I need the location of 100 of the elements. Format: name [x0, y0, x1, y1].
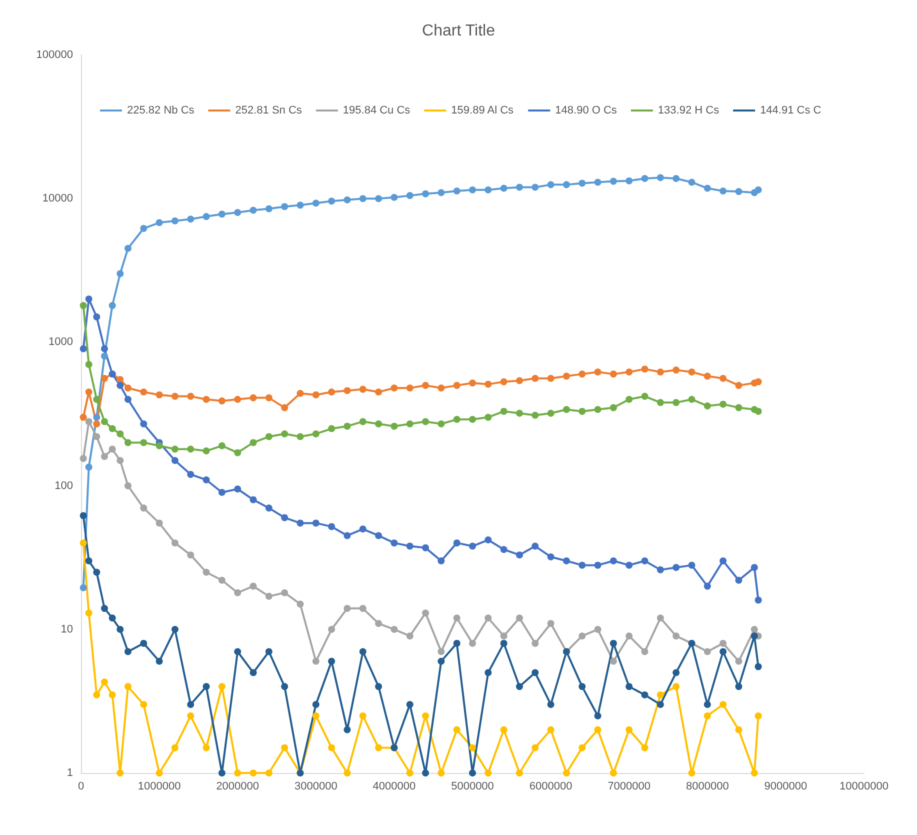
point — [547, 181, 554, 188]
x-tick-label: 4000000 — [372, 780, 416, 792]
point — [453, 640, 460, 647]
point — [156, 658, 163, 665]
point — [672, 669, 680, 676]
point — [516, 410, 523, 417]
point — [594, 178, 602, 186]
point — [406, 192, 414, 200]
point — [390, 539, 398, 546]
point — [250, 582, 257, 590]
point — [656, 174, 664, 182]
point — [438, 648, 445, 656]
point — [626, 177, 633, 184]
point — [140, 224, 148, 232]
point — [656, 691, 664, 698]
point — [594, 626, 602, 633]
point — [328, 658, 336, 665]
point — [265, 433, 272, 440]
point — [344, 726, 351, 734]
point — [641, 366, 648, 373]
point — [516, 184, 523, 191]
point — [735, 404, 742, 412]
point — [562, 372, 570, 380]
point — [672, 564, 680, 571]
point — [344, 604, 351, 612]
point — [704, 582, 711, 590]
chart-title: Chart Title — [422, 22, 496, 40]
point — [547, 374, 554, 382]
point — [594, 726, 602, 734]
legend-label: 225.82 Nb Cs — [127, 104, 195, 116]
point — [124, 244, 132, 252]
point — [672, 683, 680, 690]
point — [626, 683, 633, 690]
point — [754, 186, 762, 194]
point — [202, 213, 210, 220]
point — [484, 669, 492, 676]
point — [484, 536, 492, 544]
point — [688, 368, 696, 376]
point — [720, 557, 727, 564]
point — [187, 392, 194, 400]
point — [375, 620, 382, 627]
point — [359, 604, 366, 612]
point — [578, 744, 586, 752]
point — [469, 186, 476, 194]
point — [202, 447, 210, 454]
point — [312, 712, 320, 720]
point — [312, 391, 320, 398]
point — [116, 382, 124, 389]
point — [656, 399, 664, 406]
point — [390, 626, 398, 633]
point — [250, 206, 257, 214]
point — [328, 198, 336, 205]
point — [359, 195, 366, 202]
x-tick-label: 5000000 — [451, 780, 494, 792]
point — [610, 370, 617, 378]
point — [85, 360, 92, 368]
point — [375, 420, 382, 428]
point — [754, 596, 762, 604]
point — [234, 770, 242, 776]
point — [80, 414, 87, 421]
y-tick-label: 10000 — [42, 192, 73, 205]
point — [124, 396, 132, 403]
x-tick-label: 8000000 — [686, 780, 729, 792]
point — [108, 691, 116, 698]
point — [656, 566, 664, 574]
point — [547, 700, 554, 708]
point — [484, 414, 492, 421]
point — [735, 382, 742, 389]
point — [532, 184, 539, 191]
point — [85, 418, 92, 426]
x-tick-label: 6000000 — [529, 780, 572, 792]
point — [547, 620, 554, 627]
point — [422, 418, 430, 426]
point — [688, 770, 696, 776]
point — [735, 576, 742, 584]
point — [750, 632, 758, 640]
point — [93, 313, 100, 320]
point — [344, 770, 351, 776]
point — [202, 683, 210, 690]
legend-label: 195.84 Cu Cs — [342, 104, 411, 116]
point — [328, 425, 336, 432]
point — [265, 504, 272, 512]
point — [500, 632, 508, 640]
point — [594, 368, 602, 376]
point — [594, 406, 602, 413]
point — [93, 691, 100, 698]
point — [171, 446, 178, 453]
point — [234, 486, 242, 492]
point — [672, 366, 680, 374]
point — [359, 526, 366, 533]
point — [500, 726, 508, 734]
point — [626, 632, 633, 640]
x-tick-label: 3000000 — [294, 780, 338, 792]
point — [406, 542, 414, 550]
y-tick-label: 1 — [66, 767, 73, 779]
point — [578, 683, 586, 690]
point — [116, 430, 124, 438]
point — [578, 180, 586, 187]
point — [218, 210, 226, 218]
point — [422, 770, 430, 776]
